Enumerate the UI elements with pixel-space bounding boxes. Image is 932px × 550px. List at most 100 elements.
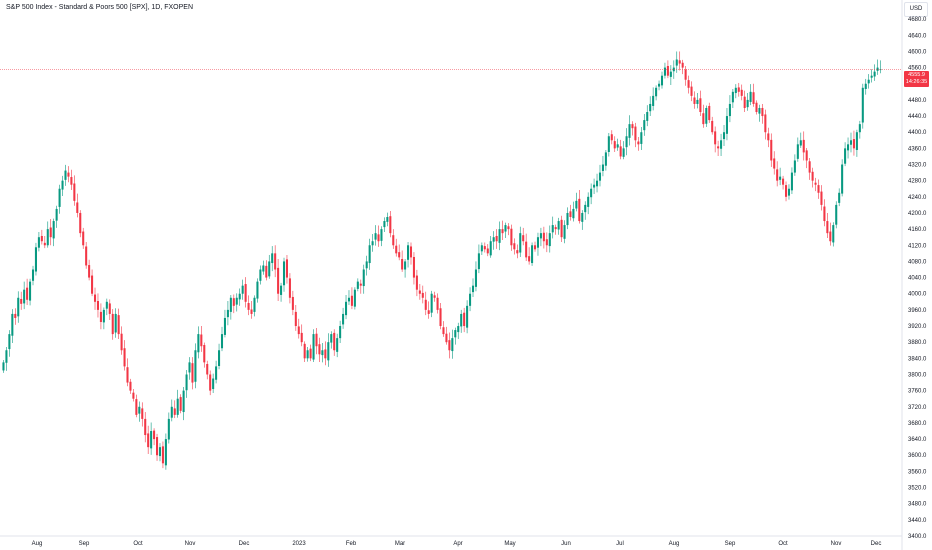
candle-body — [259, 269, 262, 281]
candle-body — [70, 177, 73, 185]
candle-body — [693, 97, 696, 104]
candle-body — [728, 103, 731, 117]
candle-body — [371, 241, 374, 246]
candle-body — [309, 348, 312, 359]
candle-body — [256, 281, 259, 299]
candle-body — [504, 225, 507, 232]
candle-body — [194, 350, 197, 382]
candle-body — [170, 406, 173, 418]
candle-body — [158, 447, 162, 457]
price-axis[interactable]: 4680.04640.04600.04560.04520.04480.04440… — [908, 17, 927, 540]
candle-body — [625, 136, 628, 148]
candle-body — [551, 225, 554, 233]
candle-body — [687, 80, 690, 88]
price-tick-label: 4640.0 — [908, 33, 927, 39]
candle-body — [610, 134, 613, 141]
candle-body — [102, 309, 105, 323]
candle-body — [132, 392, 135, 399]
candle-body — [858, 124, 861, 133]
candle-body — [820, 191, 823, 205]
candle-body — [575, 200, 578, 209]
candle-body — [740, 89, 743, 96]
candle-body — [318, 344, 321, 355]
candle-body — [640, 132, 643, 144]
candle-body — [817, 185, 820, 193]
candle-body — [643, 120, 646, 131]
candle-body — [215, 366, 218, 380]
price-tick-label: 3440.0 — [908, 518, 927, 524]
candle-body — [637, 141, 640, 145]
price-tick-label: 4680.0 — [908, 17, 927, 23]
candle-body — [696, 99, 699, 104]
candle-body — [268, 261, 271, 277]
candle-body — [705, 107, 708, 124]
candle-body — [666, 65, 669, 76]
candle-body — [722, 132, 726, 140]
candle-body — [717, 146, 720, 149]
candle-body — [725, 116, 728, 134]
price-tick-label: 3920.0 — [908, 324, 927, 330]
price-tick-label: 4040.0 — [908, 276, 927, 282]
candle-body — [82, 231, 85, 246]
candle-body — [457, 326, 460, 333]
candle-body — [604, 152, 607, 166]
candle-body — [572, 208, 575, 219]
candle-body — [409, 246, 413, 258]
time-tick-label: Dec — [239, 541, 250, 547]
candle-body — [362, 269, 365, 287]
candle-body — [291, 296, 294, 310]
candle-body — [684, 69, 687, 80]
candle-body — [646, 112, 649, 121]
candle-body — [823, 206, 826, 222]
candle-body — [250, 309, 253, 314]
candle-body — [761, 107, 764, 117]
candle-body — [114, 313, 117, 333]
candle-body — [126, 367, 129, 383]
candle-body — [209, 374, 212, 391]
candle-body — [188, 362, 191, 373]
candle-body — [85, 246, 88, 266]
candle-body — [247, 303, 250, 310]
candle-body — [282, 261, 286, 286]
candle-body — [433, 295, 436, 298]
candle-body — [167, 418, 170, 440]
candle-body — [460, 313, 463, 327]
candle-body — [442, 327, 445, 335]
candle-body — [91, 275, 94, 294]
candle-body — [495, 235, 498, 242]
candle-body — [26, 287, 29, 300]
candle-body — [852, 139, 855, 149]
candle-body — [23, 289, 26, 304]
candle-body — [306, 350, 309, 359]
candle-body — [501, 229, 504, 234]
time-axis[interactable]: Aug Sep Oct Nov Dec 2023 Feb Mar Apr May Jun Jul Aug… — [32, 541, 882, 547]
candle-body — [469, 293, 472, 306]
candle-body — [265, 265, 268, 278]
candle-body — [681, 62, 684, 68]
candle-body — [229, 297, 232, 312]
candle-body — [516, 250, 519, 254]
currency-selector[interactable]: USD — [904, 2, 928, 17]
price-tick-label: 3720.0 — [908, 405, 927, 411]
candle-body — [241, 285, 244, 294]
candle-body — [73, 183, 76, 201]
candle-body — [841, 164, 844, 194]
candle-body — [826, 221, 829, 234]
candle-body — [802, 139, 805, 153]
candle-body — [811, 171, 814, 181]
candle-body — [141, 408, 144, 419]
price-tick-label: 3600.0 — [908, 453, 927, 459]
candle-body — [418, 290, 421, 294]
candle-body — [652, 95, 655, 106]
candle-body — [879, 69, 882, 71]
candle-body — [285, 259, 288, 278]
price-tick-label: 4080.0 — [908, 259, 927, 265]
candle-body — [395, 245, 398, 254]
candle-body — [191, 363, 194, 383]
candle-body — [99, 311, 102, 322]
candle-body — [2, 362, 5, 371]
price-tick-label: 3640.0 — [908, 437, 927, 443]
candle-body — [870, 75, 873, 78]
candle-body — [200, 334, 203, 347]
